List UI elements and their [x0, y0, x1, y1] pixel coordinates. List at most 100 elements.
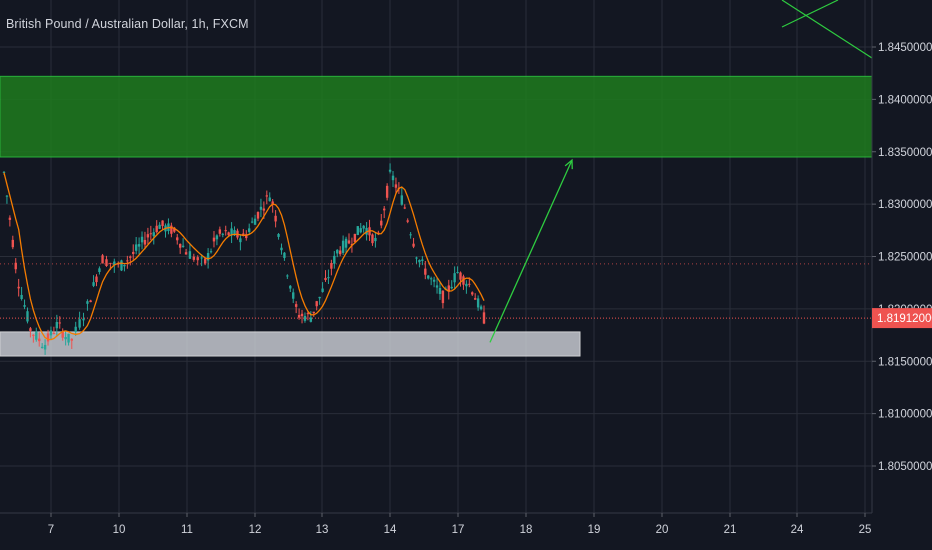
x-tick-label: 10: [113, 524, 126, 536]
candle-body: [356, 226, 359, 235]
candle-body: [224, 230, 227, 232]
x-tick-label: 21: [724, 524, 737, 536]
resistance-zone[interactable]: [0, 75, 873, 158]
x-tick-label: 7: [48, 524, 54, 536]
candle-body: [256, 212, 260, 219]
projection-arrow-line[interactable]: [489, 159, 573, 343]
candle-body: [5, 195, 9, 197]
candle-body: [479, 306, 483, 310]
x-tick-label: 24: [791, 524, 804, 536]
candle-body: [152, 232, 155, 237]
candle-body: [206, 253, 210, 261]
candle-body: [134, 244, 138, 251]
candle-body: [482, 312, 486, 324]
y-tick-label: 1.84500000: [878, 42, 932, 54]
candle-body: [86, 301, 89, 304]
candle-body: [453, 273, 456, 283]
candle-body: [394, 184, 398, 188]
candle-body: [92, 282, 95, 286]
candle-body: [120, 260, 123, 271]
candle-body: [336, 249, 339, 254]
candle-body: [32, 334, 35, 336]
y-tick-label: 1.83000000: [878, 199, 932, 211]
candle-body: [353, 233, 357, 243]
candle-body: [286, 275, 289, 277]
y-tick-label: 1.84000000: [878, 94, 932, 106]
candle-body: [268, 197, 271, 202]
candle-body: [315, 301, 318, 307]
candle-body: [203, 258, 207, 264]
candle-body: [126, 260, 129, 262]
candle-body: [70, 338, 73, 341]
candle-body: [306, 313, 310, 315]
candle-body: [113, 261, 116, 266]
candle-body: [17, 286, 20, 289]
candle-body: [218, 229, 222, 234]
candle-body: [277, 234, 280, 237]
candle-body: [178, 243, 182, 248]
candle-body: [438, 288, 442, 295]
candle-body: [312, 311, 315, 314]
candle-body: [74, 326, 77, 332]
candle-body: [374, 237, 377, 242]
candle-body: [435, 285, 439, 288]
candle-body: [82, 318, 85, 321]
last-price-label: 1.81912000: [877, 313, 932, 325]
candle-body: [58, 322, 61, 324]
support-zone[interactable]: [0, 331, 581, 357]
candle-body: [289, 285, 292, 289]
candle-body: [309, 317, 313, 322]
candle-body: [409, 234, 412, 236]
candle-body: [52, 332, 56, 334]
candle-body: [173, 227, 176, 232]
candle-body: [192, 256, 196, 260]
price-axis-panel: [872, 0, 932, 550]
candle-body: [209, 251, 213, 253]
candle-body: [465, 283, 468, 287]
candle-body: [283, 252, 286, 258]
candle-body: [35, 331, 38, 340]
trend-line-ascending[interactable]: [781, 0, 839, 28]
candle-body: [64, 337, 67, 340]
candle-body: [412, 243, 415, 247]
candle-body: [212, 237, 216, 242]
candle-body: [129, 256, 132, 258]
candle-body: [333, 255, 336, 264]
candle-body: [61, 331, 64, 338]
candle-body: [215, 235, 219, 240]
candle-body: [105, 259, 108, 267]
candle-body: [473, 298, 477, 300]
candle-body: [262, 208, 266, 211]
candle-body: [330, 263, 333, 269]
candle-body: [98, 268, 101, 273]
candle-body: [161, 220, 164, 227]
candle-body: [468, 283, 471, 285]
candle-body: [338, 250, 342, 255]
chart-title: British Pound / Australian Dollar, 1h, F…: [6, 17, 249, 31]
candle-body: [89, 300, 92, 303]
candle-body: [29, 328, 32, 331]
candle-body: [149, 233, 153, 235]
candle-body: [324, 277, 327, 281]
candle-body: [432, 279, 436, 282]
trend-line-descending[interactable]: [781, 0, 873, 59]
candle-body: [188, 251, 192, 259]
moving-average-line: [3, 172, 485, 341]
candle-body: [450, 286, 453, 289]
candle-body: [476, 298, 480, 308]
candle-body: [184, 252, 188, 255]
candle-body: [265, 195, 269, 197]
candle-body: [418, 259, 421, 263]
candle-body: [347, 240, 351, 244]
candle-body: [245, 234, 248, 239]
candle-body: [341, 240, 345, 253]
candle-body: [40, 346, 44, 348]
x-tick-label: 19: [588, 524, 601, 536]
candle-body: [247, 228, 251, 232]
candle-body: [20, 294, 23, 300]
candle-body: [380, 220, 383, 226]
candle-body: [421, 259, 424, 261]
projection-arrow-head: [564, 158, 573, 170]
